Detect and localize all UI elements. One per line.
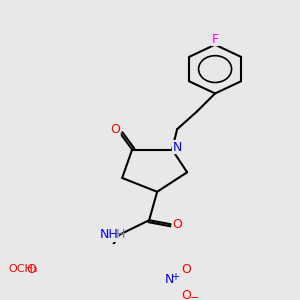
Text: O: O [26, 263, 36, 276]
Text: O: O [110, 123, 120, 136]
Text: −: − [189, 293, 199, 300]
Text: OCH₃: OCH₃ [8, 264, 38, 274]
Text: +: + [171, 272, 179, 282]
Text: O: O [172, 218, 182, 231]
Text: N: N [172, 141, 182, 154]
Text: O: O [182, 263, 191, 276]
Text: NH: NH [100, 228, 118, 242]
Text: H: H [116, 228, 126, 242]
Text: O: O [182, 289, 191, 300]
Text: F: F [212, 32, 219, 46]
Text: N: N [164, 274, 174, 286]
